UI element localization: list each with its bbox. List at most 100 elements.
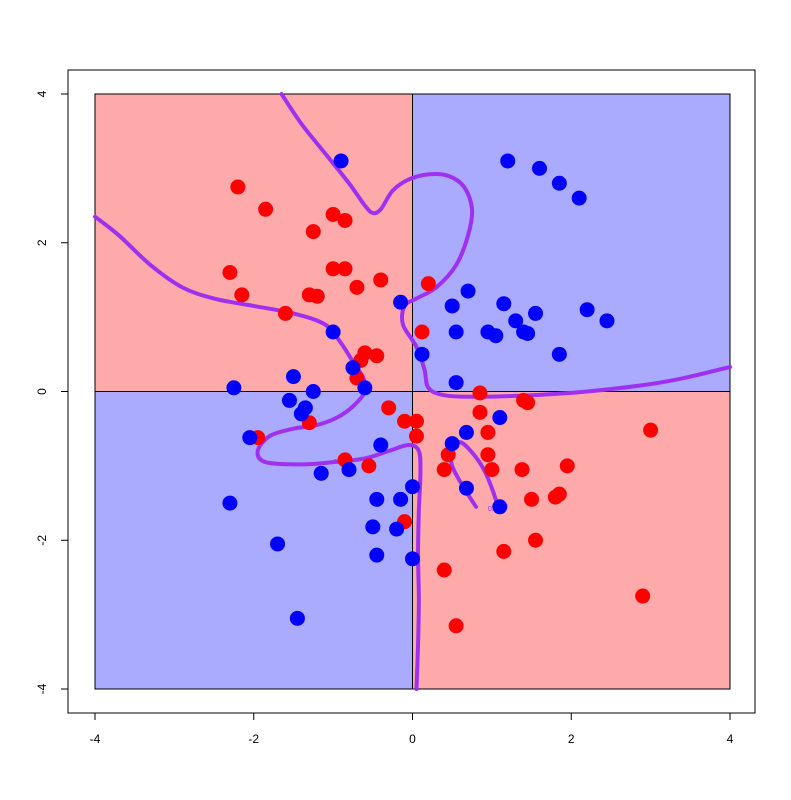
y-tick-label-0: -4 [35, 683, 49, 694]
point-blue-44 [444, 436, 460, 452]
point-red-43 [496, 543, 512, 559]
point-blue-32 [313, 465, 329, 481]
point-red-0 [230, 179, 246, 195]
decision-boundary [93, 92, 732, 691]
point-blue-4 [571, 190, 587, 206]
point-blue-41 [222, 495, 238, 511]
quadrant-dividers [95, 94, 730, 689]
x-tick-label-3: 2 [568, 732, 575, 746]
boundary-segment-2 [447, 439, 501, 509]
point-blue-0 [333, 153, 349, 169]
x-tick-label-2: 0 [409, 732, 416, 746]
point-blue-29 [293, 406, 309, 422]
x-tick-label-4: 4 [727, 732, 734, 746]
point-blue-21 [325, 324, 341, 340]
point-red-13 [278, 305, 293, 321]
point-blue-11 [599, 313, 615, 329]
point-red-8 [337, 261, 353, 277]
point-blue-19 [414, 346, 430, 362]
point-blue-26 [305, 384, 321, 399]
region-top-left [95, 94, 413, 392]
x-tick-label-1: -2 [248, 732, 259, 746]
contour-label-0: 0.5 [333, 459, 343, 466]
point-red-23 [408, 428, 424, 444]
point-red-12 [309, 288, 325, 304]
point-blue-30 [242, 430, 258, 446]
point-red-35 [480, 447, 496, 463]
boundary-segment-1 [279, 92, 732, 399]
point-blue-18 [551, 346, 567, 362]
point-blue-42 [270, 536, 286, 552]
point-blue-7 [444, 298, 460, 314]
point-blue-38 [389, 521, 405, 537]
point-red-6 [234, 287, 250, 303]
point-red-21 [397, 413, 413, 429]
point-red-1 [258, 201, 274, 217]
x-axis: -4 -2 0 2 4 [90, 712, 734, 746]
point-red-40 [551, 486, 567, 502]
point-blue-36 [405, 479, 420, 495]
point-red-10 [349, 279, 365, 295]
point-red-15 [414, 324, 430, 340]
point-red-14 [420, 276, 436, 292]
point-blue-34 [369, 491, 385, 507]
point-red-31 [516, 392, 532, 408]
point-blue-15 [508, 313, 524, 329]
point-blue-9 [528, 305, 544, 321]
boundary-segment-0 [93, 214, 423, 691]
point-red-42 [643, 422, 659, 438]
point-red-7 [325, 261, 341, 277]
point-red-45 [436, 562, 452, 578]
point-red-3 [337, 212, 353, 228]
point-blue-40 [405, 551, 420, 567]
y-tick-label-2: 0 [35, 388, 49, 395]
point-blue-22 [345, 360, 361, 376]
point-red-4 [305, 224, 321, 240]
point-blue-47 [458, 480, 474, 496]
point-blue-24 [226, 380, 242, 396]
point-blue-2 [532, 160, 547, 176]
point-red-28 [472, 385, 488, 401]
point-red-44 [528, 532, 544, 548]
point-blue-46 [492, 410, 508, 426]
point-red-33 [436, 462, 452, 478]
point-blue-3 [551, 175, 567, 191]
point-blue-27 [281, 392, 297, 408]
region-bottom-right [412, 391, 730, 689]
point-red-41 [559, 458, 575, 474]
point-blue-37 [365, 519, 381, 535]
point-blue-31 [373, 437, 389, 453]
point-blue-35 [393, 491, 409, 507]
contour-labels: 0.5 0.5 [333, 459, 498, 513]
point-blue-17 [520, 325, 536, 341]
point-red-29 [472, 404, 488, 420]
point-blue-23 [357, 380, 373, 396]
point-blue-39 [369, 547, 385, 563]
point-blue-12 [448, 324, 464, 340]
point-blue-8 [496, 296, 512, 312]
point-blue-48 [492, 499, 508, 515]
point-blue-25 [285, 369, 301, 385]
point-blue-14 [488, 328, 504, 344]
y-tick-label-4: 4 [35, 90, 49, 97]
point-red-5 [222, 265, 238, 280]
point-red-37 [514, 462, 530, 478]
point-blue-6 [460, 283, 476, 299]
x-tick-label-0: -4 [90, 732, 101, 746]
point-red-22 [408, 413, 424, 429]
point-red-9 [373, 272, 389, 288]
point-blue-10 [579, 302, 595, 318]
contour-label-1: 0.5 [488, 506, 498, 513]
point-red-46 [448, 618, 464, 634]
point-red-2 [325, 206, 341, 222]
point-red-38 [524, 491, 540, 507]
point-red-17 [369, 348, 385, 364]
point-red-32 [480, 424, 496, 440]
point-red-20 [381, 400, 397, 416]
point-blue-5 [393, 294, 409, 310]
y-axis: -4 -2 0 2 4 [35, 90, 69, 694]
y-tick-label-3: 2 [35, 239, 49, 246]
point-blue-20 [448, 375, 464, 391]
y-tick-label-1: -2 [35, 535, 49, 546]
